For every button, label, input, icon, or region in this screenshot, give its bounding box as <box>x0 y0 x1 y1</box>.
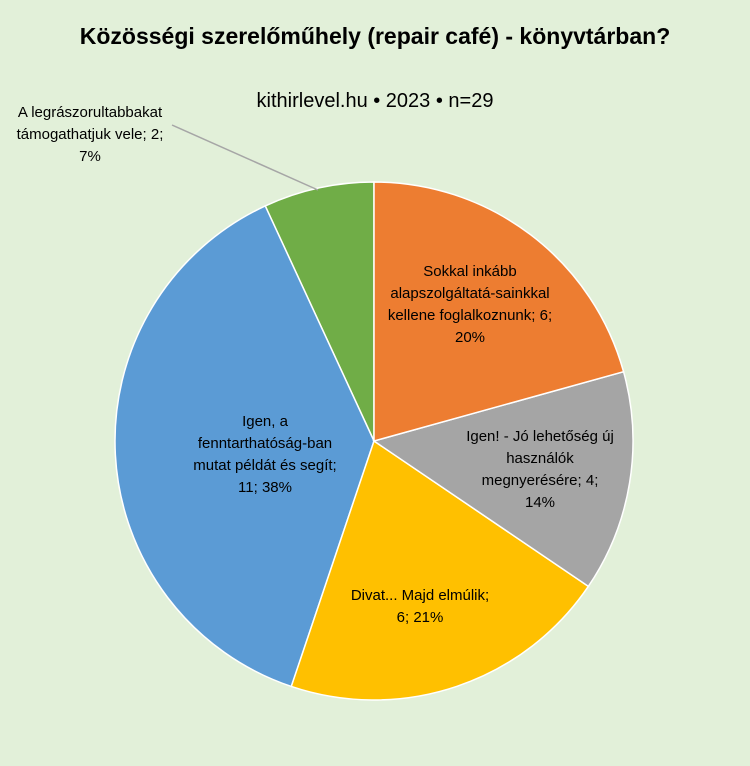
value-label: ; 2; 7% <box>79 126 164 165</box>
pie-slice <box>372 370 634 588</box>
value-label: ; 6; 20% <box>454 307 553 346</box>
data-label: Sokkal inkább alapszolgáltatá-sainkkal k… <box>375 261 565 349</box>
category-label: A legrászorultabbakat támogathatjuk vele <box>16 104 163 143</box>
leader-line <box>171 124 319 191</box>
category-label: Sokkal inkább alapszolgáltatá-sainkkal k… <box>387 263 550 324</box>
pie-slice <box>373 181 625 442</box>
data-label: Igen, a fenntarthatóság-ban mutat példát… <box>190 411 340 499</box>
category-label: Igen! - Jó lehetőség új használók megnye… <box>466 428 614 489</box>
chart-subtitle: kithirlevel.hu • 2023 • n=29 <box>256 90 494 112</box>
pie-slice <box>264 181 375 442</box>
value-label: ; 6; 21% <box>396 587 490 626</box>
category-label: Igen, a fenntarthatóság-ban mutat példát… <box>193 413 333 474</box>
value-label: ; 4; 14% <box>524 472 599 511</box>
data-label: A legrászorultabbakat támogathatjuk vele… <box>15 102 165 168</box>
value-label: ; 11; 38% <box>238 457 337 496</box>
pie-slice <box>114 204 375 688</box>
chart-title: Közösségi szerelőműhely (repair café) - … <box>79 23 671 49</box>
data-label: Igen! - Jó lehetőség új használók megnye… <box>465 426 615 514</box>
category-label: Divat... Majd elmúlik <box>350 587 486 604</box>
pie-slice <box>290 439 590 701</box>
data-label: Divat... Majd elmúlik; 6; 21% <box>345 585 495 629</box>
